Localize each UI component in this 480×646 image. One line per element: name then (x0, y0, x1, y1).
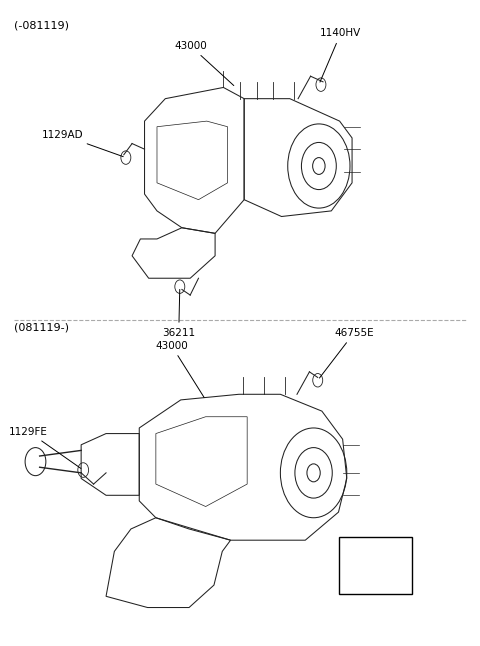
Text: 91931D: 91931D (357, 542, 395, 552)
Text: (081119-): (081119-) (13, 323, 69, 333)
FancyBboxPatch shape (339, 537, 412, 594)
Text: 43000: 43000 (174, 41, 234, 85)
Text: 1140HV: 1140HV (320, 28, 361, 82)
Text: 1129FE: 1129FE (9, 426, 81, 468)
Text: 36211: 36211 (162, 289, 195, 338)
Text: (-081119): (-081119) (13, 20, 69, 30)
Text: 1129AD: 1129AD (42, 130, 123, 157)
Text: 43000: 43000 (155, 340, 204, 397)
Text: 46755E: 46755E (319, 328, 374, 378)
